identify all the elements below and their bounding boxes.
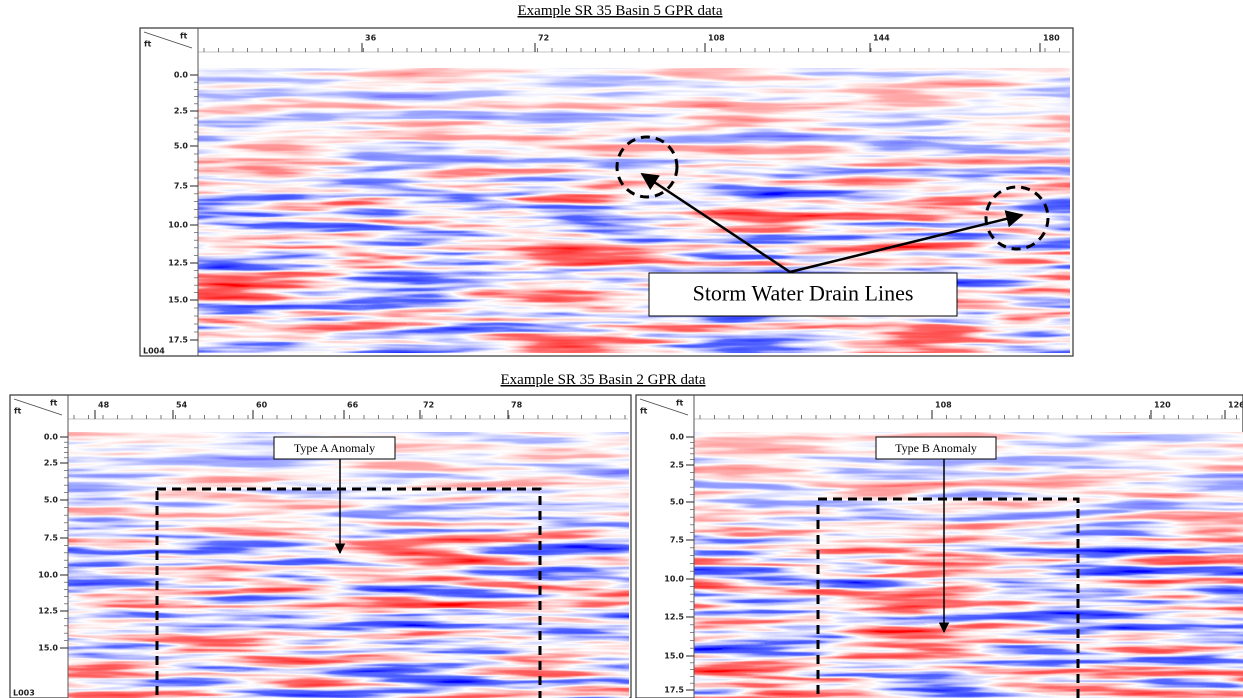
- radargram-fade: [694, 432, 1243, 698]
- y-tick-label: 10.0: [38, 571, 58, 580]
- y-tick-label: 2.5: [44, 459, 59, 468]
- x-tick-label: 120: [1154, 401, 1171, 410]
- y-tick-label: 2.5: [670, 461, 685, 470]
- x-tick-label: 78: [511, 401, 523, 410]
- x-tick-label: 72: [538, 34, 549, 43]
- x-tick-label: 36: [365, 34, 377, 43]
- x-tick-label: 72: [423, 401, 434, 410]
- x-unit: ft: [50, 399, 57, 408]
- anomaly-circle: [984, 185, 1050, 251]
- x-tick-label: 60: [256, 401, 268, 410]
- callout-arrow: [789, 210, 1024, 274]
- anomaly-region: [155, 487, 542, 698]
- x-tick-label: 54: [176, 401, 188, 410]
- y-tick-label: 0.0: [44, 433, 59, 442]
- callout-text: Type A Anomaly: [294, 441, 375, 455]
- anomaly-circle: [615, 135, 679, 199]
- x-tick-label: 48: [98, 401, 110, 410]
- y-tick-label: 5.0: [44, 496, 59, 505]
- figure-title: Example SR 35 Basin 2 GPR data: [501, 372, 706, 388]
- x-unit: ft: [676, 399, 683, 408]
- y-unit: ft: [640, 407, 647, 416]
- anomaly-region: [816, 497, 1080, 698]
- x-tick-label: 144: [873, 34, 890, 43]
- x-tick-label: 108: [935, 401, 952, 410]
- callout-box: [273, 436, 396, 460]
- y-tick-label: 10.0: [168, 221, 188, 230]
- y-tick-label: 0.0: [670, 433, 685, 442]
- corner-diagonal: [639, 398, 689, 416]
- callout-arrow: [640, 172, 791, 274]
- y-tick-label: 12.5: [664, 613, 684, 622]
- x-tick-label: 180: [1043, 34, 1060, 43]
- y-tick-label: 15.0: [168, 296, 188, 305]
- callout-box: [648, 272, 958, 317]
- line-label: L003: [13, 689, 35, 698]
- y-unit: ft: [14, 407, 21, 416]
- x-tick-label: 66: [347, 401, 359, 410]
- y-tick-label: 2.5: [174, 107, 189, 116]
- corner-diagonal: [143, 31, 193, 49]
- corner-diagonal: [13, 398, 63, 416]
- y-tick-label: 17.5: [664, 686, 684, 695]
- y-unit: ft: [144, 40, 151, 49]
- y-tick-label: 12.5: [38, 607, 58, 616]
- y-tick-label: 7.5: [174, 182, 189, 191]
- y-tick-label: 5.0: [174, 142, 189, 151]
- y-tick-label: 0.0: [174, 71, 189, 80]
- y-tick-label: 5.0: [670, 498, 685, 507]
- figure-title: Example SR 35 Basin 5 GPR data: [518, 3, 723, 19]
- y-tick-label: 12.5: [168, 259, 188, 268]
- radargram-fade: [68, 432, 629, 698]
- y-tick-label: 7.5: [44, 534, 59, 543]
- x-unit: ft: [180, 32, 187, 41]
- callout-box: [875, 436, 997, 460]
- y-tick-label: 17.5: [168, 336, 188, 345]
- y-tick-label: 10.0: [664, 575, 684, 584]
- line-label: L004: [143, 347, 165, 356]
- y-tick-label: 7.5: [670, 536, 685, 545]
- callout-text: Type B Anomaly: [895, 441, 977, 455]
- callout-text: Storm Water Drain Lines: [693, 281, 914, 306]
- y-tick-label: 15.0: [38, 644, 58, 653]
- x-tick-label: 126: [1228, 401, 1243, 410]
- x-tick-label: 108: [708, 34, 725, 43]
- y-tick-label: 15.0: [664, 652, 684, 661]
